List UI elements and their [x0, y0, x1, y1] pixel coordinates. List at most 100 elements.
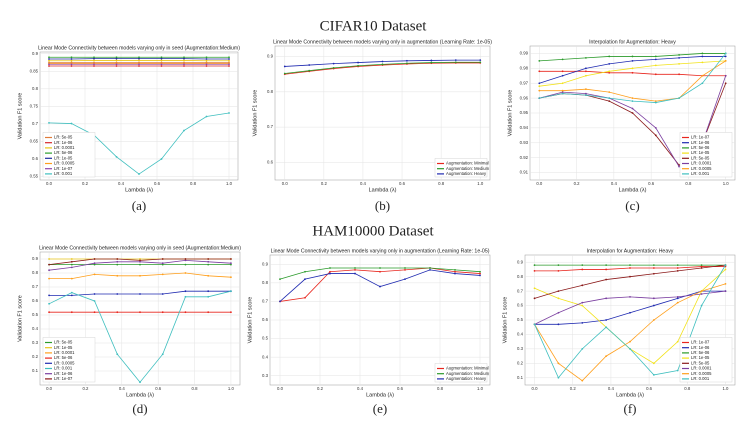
point: [557, 311, 560, 314]
y-tick-label: 0.9: [267, 54, 274, 59]
chart: Linear Mode Connectivity between models …: [252, 39, 492, 213]
point: [48, 302, 50, 305]
point: [93, 273, 96, 276]
legend-label: LR: 0.001: [54, 366, 73, 371]
point: [93, 300, 96, 302]
y-tick-label: 0.5: [517, 317, 524, 322]
point: [207, 311, 210, 314]
point: [652, 264, 655, 267]
x-tick-label: 0.8: [190, 181, 197, 186]
x-tick-label: 0.6: [154, 181, 161, 186]
point: [406, 59, 408, 62]
x-tick-label: 1.0: [228, 386, 235, 391]
y-tick-label: 0.4: [262, 354, 269, 359]
point: [160, 158, 163, 160]
point: [538, 82, 541, 85]
point: [479, 61, 482, 64]
point: [629, 347, 631, 350]
legend-label: Augmentation: Minimal: [446, 161, 489, 166]
x-tick-label: 1.0: [226, 181, 233, 186]
x-tick-label: 0.6: [648, 181, 655, 186]
point: [652, 373, 655, 376]
chart: Interpolation for Augmentation: Heavy 0.1…: [502, 248, 736, 416]
point: [283, 65, 286, 68]
point: [93, 63, 95, 66]
point: [724, 82, 727, 85]
point: [70, 266, 73, 269]
point: [357, 64, 359, 67]
point: [184, 290, 187, 293]
y-tick-label: 0.8: [32, 86, 39, 91]
point: [279, 300, 281, 303]
point: [678, 54, 680, 56]
point: [654, 101, 657, 104]
point: [533, 297, 536, 300]
point: [381, 60, 384, 63]
point: [608, 62, 611, 65]
chart-title: Linear Mode Connectivity between models …: [273, 39, 492, 45]
y-tick-label: 0.95: [520, 110, 529, 115]
x-tick-label: 0.0: [46, 386, 53, 391]
point: [654, 134, 657, 137]
y-tick-label: 0.6: [262, 317, 269, 322]
y-tick-label: 0.92: [520, 155, 529, 160]
legend-box: [679, 337, 733, 383]
point: [116, 263, 119, 266]
y-tick-label: 0.5: [262, 336, 269, 341]
point: [429, 267, 431, 269]
x-tick-label: 0.2: [82, 386, 89, 391]
point: [585, 70, 587, 73]
point: [581, 264, 584, 267]
point: [207, 263, 210, 266]
x-tick-label: 0.2: [321, 181, 328, 186]
point: [652, 319, 655, 321]
point: [230, 262, 232, 265]
y-tick-label: 0.4: [517, 332, 524, 337]
point: [116, 293, 119, 295]
point: [304, 296, 306, 299]
x-tick-label: 1.0: [477, 386, 484, 391]
point: [678, 97, 680, 100]
point: [724, 282, 727, 285]
chart: Linear Mode Connectivity between models …: [247, 248, 491, 416]
point: [228, 112, 230, 114]
point: [629, 275, 631, 278]
point: [70, 260, 73, 263]
point: [631, 71, 634, 74]
y-tick-label: 0.7: [32, 284, 39, 289]
y-tick-label: 0.7: [32, 121, 39, 126]
legend-box: [434, 158, 488, 178]
point: [48, 269, 50, 272]
point: [652, 272, 655, 275]
y-tick-label: 0.75: [30, 103, 39, 108]
legend-label: LR: 0.0001: [691, 161, 712, 166]
legend-label: LR: 1e-06: [54, 371, 73, 376]
point: [581, 347, 584, 350]
point: [207, 274, 210, 277]
point: [138, 65, 140, 67]
y-tick-label: 0.96: [520, 95, 529, 100]
legend-label: LR: 5e-05: [691, 360, 710, 365]
point: [724, 74, 727, 77]
legend-label: LR: 5e-06: [54, 355, 73, 360]
point: [48, 56, 50, 59]
point: [161, 263, 164, 266]
x-axis-label: Lambda (λ): [616, 392, 644, 398]
point: [538, 97, 541, 100]
point: [138, 173, 140, 175]
y-tick-label: 0.98: [520, 65, 529, 70]
point: [724, 264, 727, 267]
point: [629, 267, 631, 269]
x-tick-label: 0.0: [46, 181, 53, 186]
point: [629, 340, 631, 343]
y-tick-label: 0.3: [517, 346, 524, 351]
point: [654, 55, 657, 58]
x-tick-label: 0.0: [532, 386, 539, 391]
legend-label: LR: 5e-06: [691, 145, 710, 150]
point: [581, 268, 584, 271]
x-tick-label: 0.6: [397, 386, 404, 391]
point: [228, 58, 230, 60]
point: [724, 52, 727, 55]
point: [608, 55, 611, 58]
point: [652, 297, 655, 300]
